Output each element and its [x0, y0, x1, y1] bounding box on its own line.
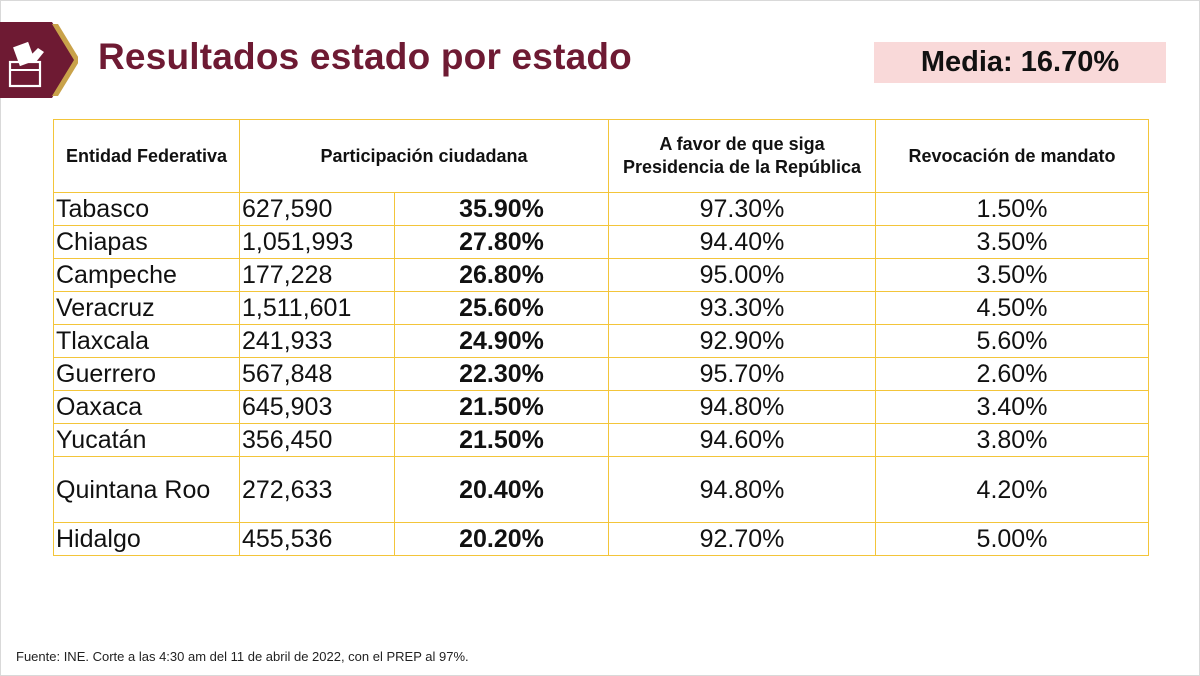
header-revocation: Revocación de mandato [875, 119, 1149, 193]
revocation-cell: 4.20% [875, 456, 1149, 523]
entity-cell: Yucatán [53, 423, 240, 457]
favor-cell: 94.80% [608, 390, 876, 424]
revocation-cell: 5.60% [875, 324, 1149, 358]
table-row: Tlaxcala 241,933 24.90% 92.90% 5.60% [53, 324, 1149, 358]
table-row: Chiapas 1,051,993 27.80% 94.40% 3.50% [53, 225, 1149, 259]
participation-cell: 20.40% [394, 456, 609, 523]
count-cell: 241,933 [239, 324, 395, 358]
count-cell: 455,536 [239, 522, 395, 556]
favor-cell: 95.70% [608, 357, 876, 391]
table-row: Campeche 177,228 26.80% 95.00% 3.50% [53, 258, 1149, 292]
count-cell: 1,511,601 [239, 291, 395, 325]
revocation-cell: 3.50% [875, 225, 1149, 259]
participation-cell: 35.90% [394, 192, 609, 226]
count-cell: 272,633 [239, 456, 395, 523]
favor-cell: 93.30% [608, 291, 876, 325]
header-participation: Participación ciudadana [239, 119, 609, 193]
favor-cell: 97.30% [608, 192, 876, 226]
favor-cell: 92.90% [608, 324, 876, 358]
page-title: Resultados estado por estado [98, 36, 632, 77]
count-cell: 567,848 [239, 357, 395, 391]
table-row: Tabasco 627,590 35.90% 97.30% 1.50% [53, 192, 1149, 226]
participation-cell: 25.60% [394, 291, 609, 325]
participation-cell: 20.20% [394, 522, 609, 556]
participation-cell: 26.80% [394, 258, 609, 292]
ballot-box-icon [0, 22, 80, 98]
entity-cell: Campeche [53, 258, 240, 292]
participation-cell: 21.50% [394, 390, 609, 424]
favor-cell: 94.80% [608, 456, 876, 523]
entity-cell: Quintana Roo [53, 456, 240, 523]
favor-cell: 95.00% [608, 258, 876, 292]
media-badge: Media: 16.70% [874, 42, 1166, 83]
header-favor: A favor de que siga Presidencia de la Re… [608, 119, 876, 193]
entity-cell: Guerrero [53, 357, 240, 391]
revocation-cell: 1.50% [875, 192, 1149, 226]
revocation-cell: 3.50% [875, 258, 1149, 292]
revocation-cell: 5.00% [875, 522, 1149, 556]
revocation-cell: 2.60% [875, 357, 1149, 391]
favor-cell: 94.40% [608, 225, 876, 259]
table-row: Quintana Roo 272,633 20.40% 94.80% 4.20% [53, 456, 1149, 523]
header-entity: Entidad Federativa [53, 119, 240, 193]
count-cell: 177,228 [239, 258, 395, 292]
entity-cell: Hidalgo [53, 522, 240, 556]
results-table: Entidad Federativa Participación ciudada… [53, 119, 1149, 556]
participation-cell: 24.90% [394, 324, 609, 358]
count-cell: 645,903 [239, 390, 395, 424]
entity-cell: Chiapas [53, 225, 240, 259]
count-cell: 627,590 [239, 192, 395, 226]
participation-cell: 22.30% [394, 357, 609, 391]
table-row: Yucatán 356,450 21.50% 94.60% 3.80% [53, 423, 1149, 457]
table-row: Guerrero 567,848 22.30% 95.70% 2.60% [53, 357, 1149, 391]
count-cell: 356,450 [239, 423, 395, 457]
table-row: Veracruz 1,511,601 25.60% 93.30% 4.50% [53, 291, 1149, 325]
favor-cell: 92.70% [608, 522, 876, 556]
revocation-cell: 3.80% [875, 423, 1149, 457]
table-row: Hidalgo 455,536 20.20% 92.70% 5.00% [53, 522, 1149, 556]
count-cell: 1,051,993 [239, 225, 395, 259]
revocation-cell: 4.50% [875, 291, 1149, 325]
entity-cell: Tabasco [53, 192, 240, 226]
revocation-cell: 3.40% [875, 390, 1149, 424]
table-row: Oaxaca 645,903 21.50% 94.80% 3.40% [53, 390, 1149, 424]
table-header-row: Entidad Federativa Participación ciudada… [53, 119, 1149, 193]
entity-cell: Oaxaca [53, 390, 240, 424]
source-footnote: Fuente: INE. Corte a las 4:30 am del 11 … [16, 649, 469, 664]
participation-cell: 21.50% [394, 423, 609, 457]
favor-cell: 94.60% [608, 423, 876, 457]
entity-cell: Veracruz [53, 291, 240, 325]
participation-cell: 27.80% [394, 225, 609, 259]
entity-cell: Tlaxcala [53, 324, 240, 358]
